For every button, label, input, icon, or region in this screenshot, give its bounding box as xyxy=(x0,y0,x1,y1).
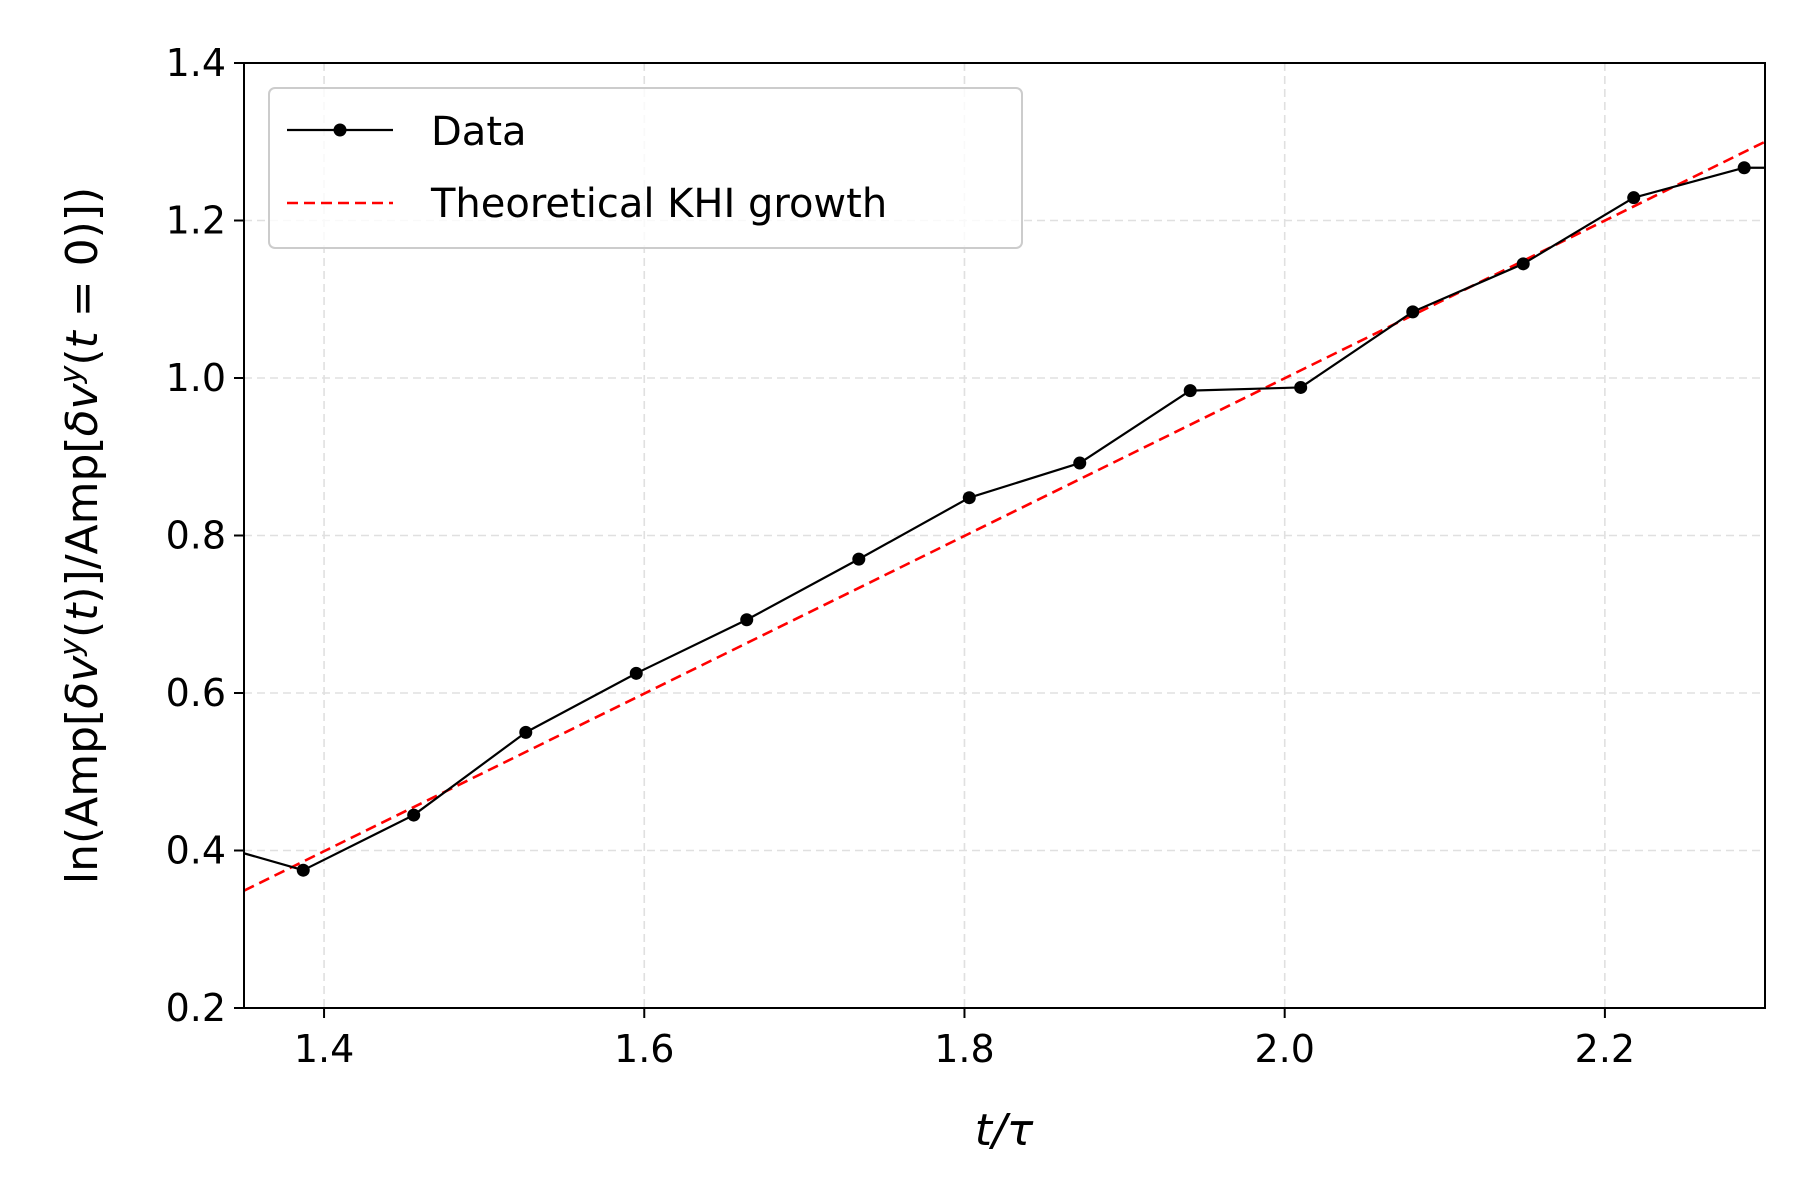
y-tick-label: 0.4 xyxy=(166,829,226,873)
y-label-sup: y xyxy=(54,637,89,657)
legend-data-label: Data xyxy=(431,109,527,155)
data-point xyxy=(1516,257,1530,271)
data-point xyxy=(1737,161,1751,175)
data-point xyxy=(1406,305,1420,319)
x-axis-label: t/τ xyxy=(975,1105,1034,1156)
y-label-part: t xyxy=(57,602,108,621)
y-label-part: = 0)]) xyxy=(57,187,108,331)
data-point xyxy=(1294,380,1308,394)
data-point xyxy=(852,552,866,566)
y-axis-label: ln(Amp[δvy(t)]/Amp[δvy(t = 0)]) xyxy=(54,187,108,884)
data-point xyxy=(519,725,533,739)
theory-line xyxy=(244,140,1765,892)
plot-area xyxy=(244,140,1765,892)
data-line xyxy=(244,166,1765,872)
data-point xyxy=(740,613,754,627)
data-point xyxy=(1183,384,1197,398)
y-tick-label: 1.2 xyxy=(166,199,226,243)
x-tick-label: 1.8 xyxy=(934,1027,994,1071)
legend-box xyxy=(268,87,1023,249)
x-tick-label: 1.4 xyxy=(294,1027,354,1071)
x-tick-label: 2.2 xyxy=(1575,1027,1635,1071)
y-label-part: δv xyxy=(57,655,108,709)
y-tick-label: 0.8 xyxy=(166,514,226,558)
data-point xyxy=(1073,456,1087,470)
x-tick-label: 1.6 xyxy=(614,1027,674,1071)
data-point xyxy=(629,666,643,680)
y-tick-label: 0.6 xyxy=(166,671,226,715)
ticks: 1.4 1.6 1.8 2.0 2.2 0.2 0.4 0.6 0.8 1.0 1.2 1.4 xyxy=(166,41,1636,1071)
x-tick-label: 2.0 xyxy=(1254,1027,1314,1071)
x-axis-label-tau: /τ xyxy=(988,1105,1034,1156)
x-axis-label-t: t xyxy=(975,1105,994,1156)
legend-data-marker xyxy=(333,123,347,137)
legend: Data Theoretical KHI growth xyxy=(268,87,1023,249)
legend-theory-label: Theoretical KHI growth xyxy=(430,181,887,227)
y-label-part: ( xyxy=(57,621,108,638)
data-point xyxy=(407,808,421,822)
y-label-sup: y xyxy=(54,364,89,384)
y-tick-label: 0.2 xyxy=(166,986,226,1030)
y-label-part: ( xyxy=(57,348,108,365)
y-label-part: t xyxy=(57,329,108,348)
data-point xyxy=(1627,191,1641,205)
y-label-part: )]/Amp[ xyxy=(57,436,108,603)
y-label-part: ln(Amp[ xyxy=(57,709,108,884)
y-tick-label: 1.4 xyxy=(166,41,226,85)
y-label-part: δv xyxy=(57,382,108,436)
data-point xyxy=(296,863,310,877)
data-point xyxy=(962,491,976,505)
y-tick-label: 1.0 xyxy=(166,356,226,400)
